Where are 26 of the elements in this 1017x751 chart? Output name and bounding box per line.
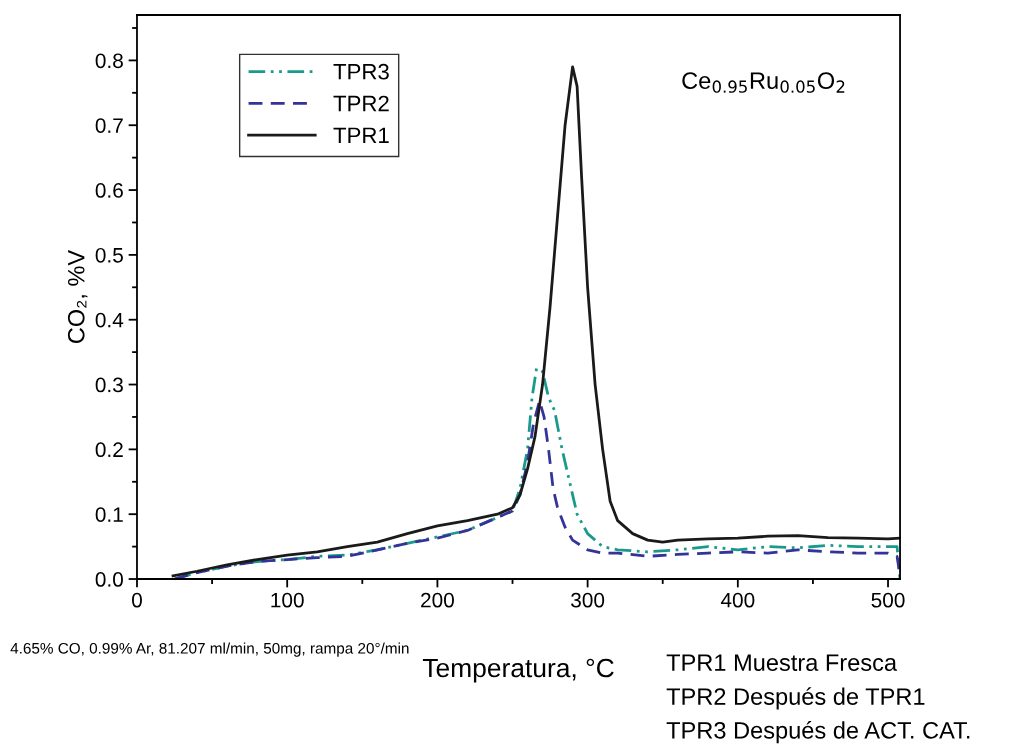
legend-label: TPR1: [333, 127, 389, 143]
text: TPR3 Después de ACT. CAT.: [666, 721, 970, 744]
text: TPR1 Muestra Fresca: [666, 654, 898, 671]
text: TPR2 Después de TPR1: [666, 687, 925, 710]
y-tick-label: 0.8: [95, 53, 123, 69]
y-tick-label: 0.3: [95, 377, 123, 393]
y-tick-label: 0.1: [95, 507, 123, 522]
text: 4.65% CO, 0.99% Ar, 81.207 ml/min, 50mg, rampa 20°/min: [10, 642, 409, 657]
legend-label: TPR2: [333, 95, 389, 112]
y-axis-title: CO₂, %V: [67, 249, 88, 344]
y-tick-label: 0.7: [95, 118, 123, 133]
x-tick-label: 300: [571, 592, 605, 608]
y-tick-label: 0.5: [95, 247, 123, 263]
x-tick-label: 500: [871, 592, 905, 608]
y-tick-label: 0.6: [95, 183, 123, 198]
annotation: Ce$_{0.95}$Ru$_{0.05}$O$_{2}$: [682, 72, 845, 93]
x-axis-title: Temperatura, °C: [422, 658, 614, 683]
x-tick-label: 400: [720, 592, 755, 608]
y-tick-label: 0.0: [95, 572, 123, 587]
y-tick-label: 0.2: [95, 442, 123, 458]
y-tick-label: 0.4: [95, 312, 124, 328]
legend-label: TPR3: [333, 63, 389, 80]
x-tick-label: 100: [271, 592, 304, 608]
x-tick-label: 200: [421, 592, 454, 608]
line-series: [171, 65, 901, 578]
x-tick-label: 0: [132, 592, 142, 608]
